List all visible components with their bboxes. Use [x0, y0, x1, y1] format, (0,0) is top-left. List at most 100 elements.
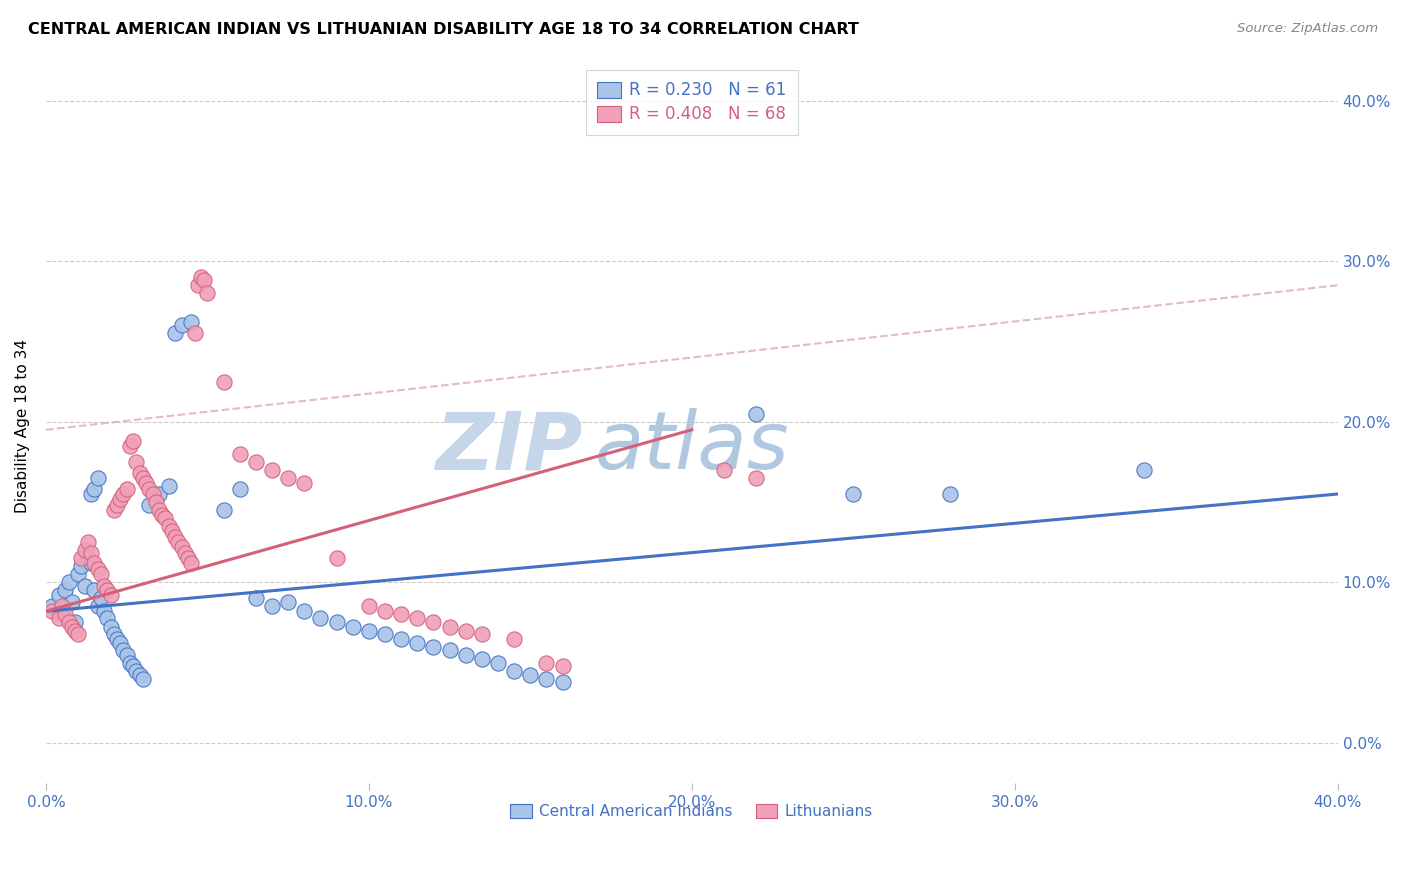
- Point: [167, 535, 190, 549]
- Point: [842, 487, 865, 501]
- Text: Source: ZipAtlas.com: Source: ZipAtlas.com: [1237, 22, 1378, 36]
- Point: [112, 487, 135, 501]
- Point: [53, 607, 76, 622]
- Point: [125, 455, 148, 469]
- Point: [454, 648, 477, 662]
- Point: [63, 624, 86, 638]
- Point: [745, 471, 768, 485]
- Point: [132, 471, 155, 485]
- Point: [73, 578, 96, 592]
- Point: [112, 642, 135, 657]
- Point: [325, 615, 347, 630]
- Point: [422, 615, 444, 630]
- Point: [165, 326, 187, 341]
- Point: [245, 591, 267, 606]
- Text: atlas: atlas: [595, 409, 790, 486]
- Point: [160, 524, 183, 538]
- Point: [245, 455, 267, 469]
- Point: [83, 556, 105, 570]
- Point: [41, 599, 63, 614]
- Point: [105, 632, 128, 646]
- Point: [100, 588, 122, 602]
- Point: [90, 591, 112, 606]
- Point: [170, 540, 193, 554]
- Point: [357, 624, 380, 638]
- Point: [374, 604, 396, 618]
- Point: [292, 475, 315, 490]
- Point: [342, 620, 364, 634]
- Point: [67, 567, 90, 582]
- Point: [83, 482, 105, 496]
- Point: [212, 375, 235, 389]
- Point: [83, 583, 105, 598]
- Point: [389, 632, 412, 646]
- Point: [260, 463, 283, 477]
- Point: [389, 607, 412, 622]
- Point: [148, 503, 170, 517]
- Point: [138, 498, 160, 512]
- Point: [73, 543, 96, 558]
- Point: [48, 588, 70, 602]
- Point: [58, 615, 80, 630]
- Text: ZIP: ZIP: [434, 409, 582, 486]
- Point: [48, 610, 70, 624]
- Point: [110, 636, 132, 650]
- Point: [325, 551, 347, 566]
- Point: [70, 551, 93, 566]
- Point: [177, 551, 200, 566]
- Point: [439, 620, 461, 634]
- Y-axis label: Disability Age 18 to 34: Disability Age 18 to 34: [15, 339, 30, 513]
- Point: [86, 562, 108, 576]
- Point: [90, 567, 112, 582]
- Point: [713, 463, 735, 477]
- Point: [454, 624, 477, 638]
- Point: [187, 278, 209, 293]
- Point: [422, 640, 444, 654]
- Point: [374, 626, 396, 640]
- Point: [96, 610, 118, 624]
- Point: [503, 664, 526, 678]
- Point: [170, 318, 193, 333]
- Point: [58, 575, 80, 590]
- Point: [93, 604, 115, 618]
- Point: [173, 546, 195, 560]
- Point: [406, 610, 429, 624]
- Point: [439, 642, 461, 657]
- Point: [157, 519, 180, 533]
- Point: [70, 559, 93, 574]
- Point: [150, 508, 173, 522]
- Point: [86, 471, 108, 485]
- Point: [60, 594, 83, 608]
- Point: [260, 599, 283, 614]
- Point: [96, 583, 118, 598]
- Point: [939, 487, 962, 501]
- Point: [165, 530, 187, 544]
- Point: [138, 482, 160, 496]
- Point: [277, 594, 299, 608]
- Point: [180, 556, 202, 570]
- Point: [122, 434, 145, 448]
- Point: [193, 273, 215, 287]
- Point: [197, 286, 219, 301]
- Point: [93, 578, 115, 592]
- Point: [67, 626, 90, 640]
- Point: [309, 610, 332, 624]
- Point: [132, 672, 155, 686]
- Point: [118, 656, 141, 670]
- Point: [145, 495, 167, 509]
- Point: [228, 447, 250, 461]
- Point: [292, 604, 315, 618]
- Point: [53, 583, 76, 598]
- Point: [115, 482, 138, 496]
- Point: [536, 672, 558, 686]
- Point: [80, 546, 103, 560]
- Point: [141, 487, 163, 501]
- Point: [536, 656, 558, 670]
- Legend: Central American Indians, Lithuanians: Central American Indians, Lithuanians: [505, 797, 879, 825]
- Point: [63, 615, 86, 630]
- Point: [551, 674, 574, 689]
- Point: [183, 326, 205, 341]
- Point: [100, 620, 122, 634]
- Point: [135, 475, 157, 490]
- Point: [51, 607, 73, 622]
